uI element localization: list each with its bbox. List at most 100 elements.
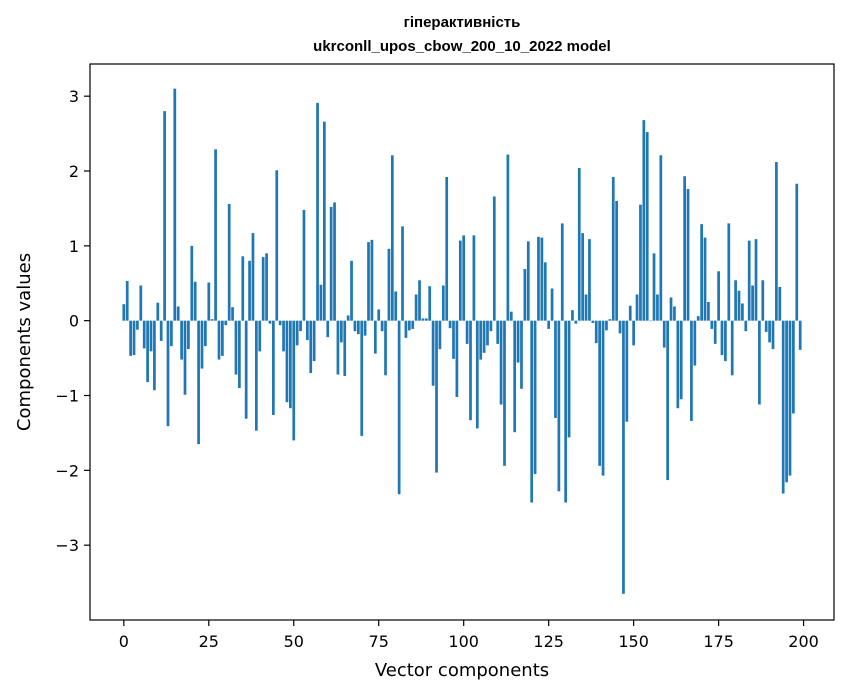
bar	[322, 121, 326, 321]
bar	[180, 320, 183, 360]
bar	[741, 303, 744, 321]
bar	[411, 320, 415, 329]
bar	[241, 256, 245, 321]
bar	[462, 235, 466, 321]
bar	[605, 320, 608, 331]
bar	[373, 320, 377, 354]
y-tick-label: −3	[55, 536, 79, 555]
bar	[258, 320, 262, 352]
y-tick-label: −2	[55, 461, 79, 480]
bar	[438, 320, 442, 350]
bar	[333, 202, 336, 321]
bar	[255, 320, 258, 431]
bar	[190, 245, 194, 321]
bar	[207, 282, 211, 321]
bar	[390, 155, 394, 321]
x-tick-label: 0	[119, 632, 129, 651]
bar	[615, 200, 619, 321]
bar	[608, 319, 612, 321]
plot-area-frame	[89, 63, 835, 621]
bar	[336, 320, 340, 375]
bar	[618, 320, 622, 334]
bar	[234, 320, 238, 375]
bar	[649, 320, 652, 322]
bar	[370, 239, 374, 321]
x-axis: 0 25 50 75 100 125 150 175 200	[119, 620, 819, 651]
bar	[683, 176, 686, 321]
bar	[428, 286, 432, 321]
bar	[248, 260, 251, 321]
x-tick-label: 150	[618, 632, 649, 651]
bar	[305, 320, 309, 341]
bar	[792, 320, 795, 414]
bar	[591, 320, 595, 323]
bar	[666, 320, 669, 481]
bar	[727, 223, 731, 321]
bar	[560, 223, 564, 321]
bar	[479, 320, 483, 360]
y-tick-label: 3	[69, 87, 79, 106]
bar	[302, 209, 306, 321]
bar	[295, 320, 299, 346]
bar	[533, 320, 537, 475]
bar	[710, 320, 714, 329]
bar	[238, 320, 241, 389]
bar	[282, 320, 285, 352]
bar	[509, 311, 513, 321]
bar	[227, 203, 231, 321]
bar	[686, 188, 690, 321]
bar	[329, 206, 333, 321]
bar	[448, 320, 452, 329]
bar	[312, 320, 316, 362]
bar	[581, 233, 585, 321]
bar	[272, 320, 275, 415]
bar	[788, 320, 792, 476]
bar	[724, 320, 727, 362]
bar	[567, 320, 571, 438]
bar	[594, 320, 598, 344]
bar	[642, 120, 646, 321]
bar	[574, 320, 578, 324]
bar	[628, 305, 632, 321]
bar	[588, 239, 591, 321]
bar	[693, 320, 697, 366]
bar	[251, 233, 255, 321]
x-tick-label: 125	[533, 632, 564, 651]
bar	[720, 320, 724, 356]
bar	[798, 320, 802, 350]
bar	[547, 320, 551, 329]
bar	[455, 320, 459, 397]
bar	[598, 320, 602, 466]
bar	[469, 320, 472, 421]
bar	[492, 196, 496, 321]
bar	[275, 170, 279, 321]
bar	[673, 306, 676, 321]
bar	[149, 320, 153, 352]
bar	[339, 320, 343, 343]
bar	[707, 301, 710, 321]
bar	[734, 280, 737, 321]
bar	[309, 320, 313, 374]
bar	[632, 320, 635, 346]
bar	[472, 235, 476, 321]
bar	[397, 320, 401, 495]
bar	[204, 320, 207, 347]
bar	[465, 320, 469, 344]
bar	[645, 132, 649, 321]
x-tick-label: 175	[703, 632, 734, 651]
bar	[669, 297, 673, 321]
bar	[520, 320, 523, 389]
bar	[754, 239, 758, 321]
bar	[503, 320, 506, 466]
chart-title: гіперактивність	[404, 14, 521, 31]
bar	[758, 320, 761, 405]
bar	[516, 320, 520, 363]
bar	[445, 177, 449, 321]
bar	[187, 320, 190, 350]
bar	[193, 281, 197, 321]
y-tick-label: 1	[69, 237, 79, 256]
chart-subtitle: ukrconll_upos_cbow_200_10_2022 model	[313, 38, 611, 55]
bar	[292, 320, 296, 441]
bar	[367, 242, 370, 321]
bar	[407, 320, 411, 331]
